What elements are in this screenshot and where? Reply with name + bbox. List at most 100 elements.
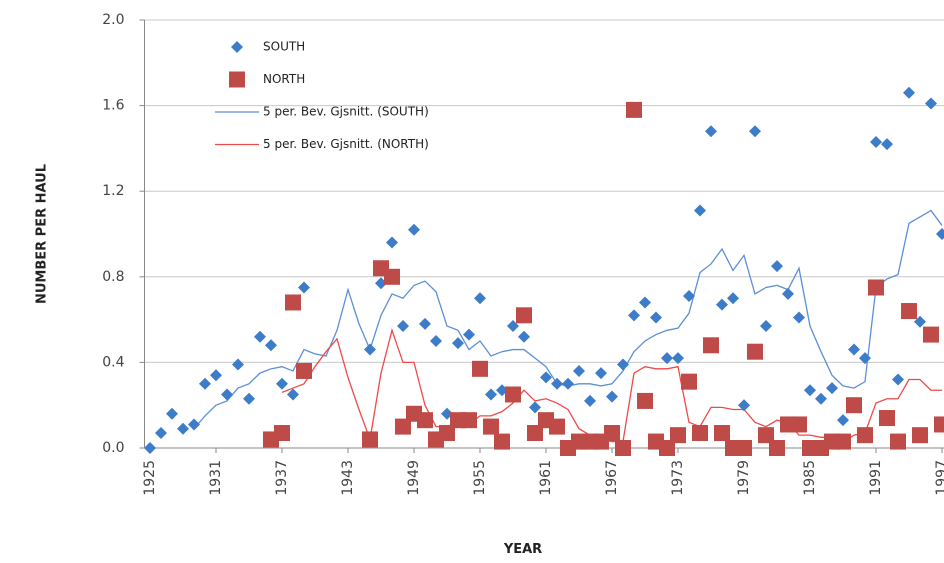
marker-square: [483, 418, 499, 435]
marker-diamond: [903, 86, 915, 99]
y-tick-label: 0.0: [102, 440, 124, 456]
marker-square: [604, 425, 620, 442]
marker-square: [626, 101, 642, 118]
marker-diamond: [265, 339, 277, 352]
y-tick-label: 1.6: [102, 98, 124, 114]
marker-square: [637, 392, 653, 409]
marker-square: [274, 425, 290, 442]
marker-square: [439, 425, 455, 442]
marker-diamond: [177, 422, 189, 435]
marker-square: [494, 433, 510, 450]
x-tick-label: 1955: [472, 460, 488, 496]
marker-diamond: [782, 287, 794, 300]
marker-diamond: [386, 236, 398, 249]
marker-diamond: [859, 352, 871, 365]
marker-diamond: [584, 394, 596, 407]
marker-diamond: [210, 369, 222, 382]
marker-diamond: [793, 311, 805, 324]
marker-diamond: [738, 399, 750, 412]
marker-square: [461, 412, 477, 429]
marker-diamond: [287, 388, 299, 401]
marker-square: [846, 397, 862, 414]
marker-square: [417, 412, 433, 429]
y-axis-title: NUMBER PER HAUL: [35, 164, 50, 304]
marker-diamond: [397, 320, 409, 333]
marker-square: [285, 294, 301, 311]
marker-diamond: [870, 135, 882, 148]
marker-diamond: [232, 358, 244, 371]
legend-label: 5 per. Bev. Gjsnitt. (NORTH): [263, 137, 429, 151]
y-tick-label: 2.0: [102, 12, 124, 28]
marker-square: [670, 427, 686, 444]
marker-diamond: [518, 330, 530, 343]
marker-diamond: [452, 337, 464, 350]
x-tick-label: 1925: [142, 460, 158, 496]
marker-square: [527, 425, 543, 442]
marker-square: [703, 337, 719, 354]
marker-square: [362, 431, 378, 448]
marker-diamond: [408, 223, 420, 236]
marker-diamond: [144, 442, 156, 454]
marker-diamond: [529, 401, 541, 414]
marker-diamond: [221, 388, 233, 401]
marker-diamond: [243, 392, 255, 405]
marker-diamond: [837, 414, 849, 427]
marker-diamond: [628, 309, 640, 322]
marker-square: [791, 416, 807, 433]
y-tick-label: 0.4: [102, 354, 124, 370]
marker-square: [681, 373, 697, 390]
x-tick-label: 1973: [670, 460, 686, 496]
marker-square: [659, 440, 675, 456]
marker-diamond: [683, 290, 695, 303]
marker-diamond: [276, 377, 288, 390]
marker-square: [505, 386, 521, 403]
marker-square: [868, 279, 884, 296]
y-tick-label: 0.8: [102, 269, 124, 285]
marker-square: [549, 418, 565, 435]
marker-square: [835, 433, 851, 450]
marker-diamond: [804, 384, 816, 397]
marker-diamond: [650, 311, 662, 324]
marker-diamond: [199, 377, 211, 390]
marker-square: [692, 425, 708, 442]
marker-square: [747, 343, 763, 360]
marker-diamond: [166, 407, 178, 420]
marker-diamond: [298, 281, 310, 294]
legend-label: 5 per. Bev. Gjsnitt. (SOUTH): [263, 105, 429, 119]
x-tick-label: 1943: [340, 460, 356, 496]
x-tick-label: 1961: [538, 460, 554, 496]
marker-diamond: [617, 358, 629, 371]
marker-diamond: [848, 343, 860, 356]
marker-square: [879, 410, 895, 427]
marker-square: [901, 303, 917, 320]
x-tick-label: 1949: [406, 460, 422, 496]
marker-diamond: [716, 298, 728, 311]
marker-diamond: [727, 292, 739, 305]
legend-label: SOUTH: [263, 40, 305, 54]
marker-diamond: [936, 228, 944, 240]
marker-diamond: [771, 260, 783, 273]
marker-diamond: [925, 97, 937, 110]
x-tick-label: 1991: [868, 460, 884, 496]
x-tick-label: 1931: [208, 460, 224, 496]
x-tick-label: 1937: [274, 460, 290, 496]
marker-diamond: [540, 371, 552, 384]
marker-diamond: [881, 138, 893, 151]
x-tick-label: 1985: [802, 460, 818, 496]
marker-square: [296, 362, 312, 379]
x-axis-title: YEAR: [503, 542, 542, 557]
marker-square: [516, 307, 532, 324]
x-tick-label: 1967: [604, 460, 620, 496]
marker-diamond: [705, 125, 717, 138]
legend-marker: [231, 41, 243, 53]
legend-label: NORTH: [263, 72, 305, 86]
marker-diamond: [672, 352, 684, 365]
y-tick-label: 1.2: [102, 183, 124, 199]
marker-diamond: [826, 382, 838, 395]
moving-average-line: [193, 209, 943, 430]
marker-diamond: [419, 317, 431, 330]
marker-diamond: [188, 418, 200, 431]
marker-diamond: [749, 125, 761, 138]
marker-square: [769, 440, 785, 456]
